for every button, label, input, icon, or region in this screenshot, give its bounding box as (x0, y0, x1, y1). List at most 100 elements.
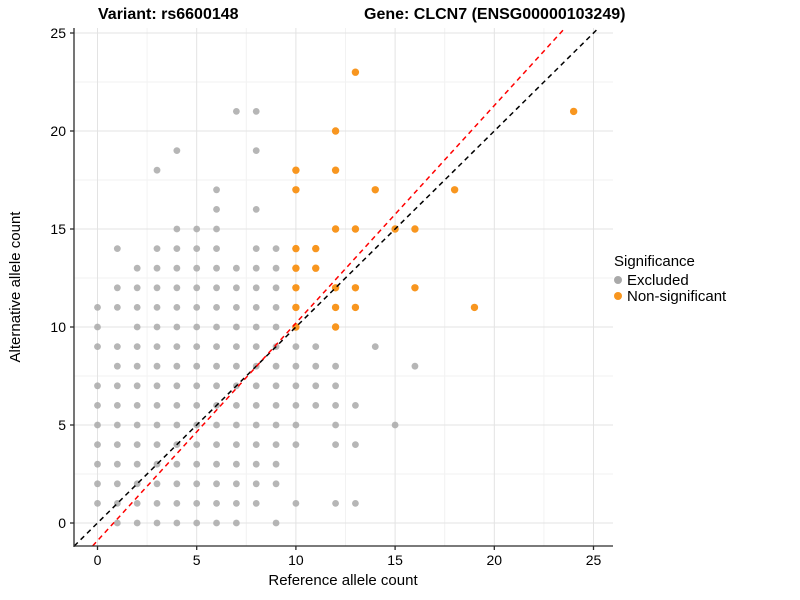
data-point-excluded (272, 323, 280, 331)
data-point-excluded (332, 441, 339, 448)
data-point-excluded (232, 304, 240, 311)
data-point-excluded (252, 402, 260, 409)
data-point-excluded (213, 206, 220, 213)
data-point-excluded (94, 421, 101, 429)
data-point-excluded (153, 264, 161, 272)
data-point-excluded (133, 519, 141, 527)
data-point-excluded (232, 362, 240, 370)
data-point-excluded (153, 362, 161, 370)
data-point-excluded (213, 186, 220, 194)
legend-item-label: Non-significant (627, 287, 727, 305)
data-point-excluded (113, 460, 121, 468)
data-point-excluded (272, 382, 280, 390)
data-point-excluded (173, 284, 181, 292)
data-point-excluded (272, 480, 280, 488)
data-point-non-significant (470, 303, 479, 312)
data-point-excluded (213, 225, 220, 233)
x-tick-label: 10 (288, 552, 304, 568)
data-point-excluded (193, 519, 201, 527)
data-point-non-significant (292, 284, 300, 292)
data-point-excluded (272, 245, 280, 253)
data-point-excluded (292, 402, 300, 409)
data-point-non-significant (569, 107, 578, 116)
data-point-non-significant (312, 264, 320, 272)
data-point-excluded (252, 323, 260, 331)
data-point-excluded (252, 108, 260, 115)
data-point-excluded (153, 304, 161, 311)
data-point-excluded (272, 264, 280, 272)
y-tick-label: 20 (50, 123, 66, 139)
data-point-non-significant (450, 186, 459, 194)
data-point-excluded (153, 284, 161, 292)
y-axis-title: Alternative allele count (7, 211, 24, 363)
data-point-excluded (193, 402, 201, 409)
data-point-excluded (113, 284, 121, 292)
data-point-excluded (193, 343, 201, 350)
data-point-excluded (113, 382, 121, 390)
data-point-excluded (252, 460, 260, 468)
data-point-excluded (153, 323, 161, 331)
data-point-excluded (94, 441, 101, 448)
data-point-excluded (133, 284, 141, 292)
data-point-excluded (352, 500, 359, 507)
x-tick-label: 15 (387, 552, 403, 568)
data-point-excluded (113, 402, 121, 409)
data-point-excluded (312, 362, 320, 370)
data-point-non-significant (292, 264, 300, 272)
data-point-excluded (193, 500, 201, 507)
data-point-excluded (193, 441, 201, 448)
data-point-excluded (113, 441, 121, 448)
excluded-dot-icon (614, 276, 622, 284)
data-point-excluded (272, 304, 280, 311)
data-point-excluded (213, 264, 220, 272)
data-point-excluded (173, 245, 181, 253)
y-tick-label: 25 (50, 25, 66, 41)
data-point-excluded (213, 500, 220, 507)
data-point-excluded (173, 402, 181, 409)
data-point-non-significant (312, 244, 320, 253)
data-point-excluded (153, 421, 161, 429)
data-point-excluded (272, 460, 280, 468)
identity-line (73, 27, 600, 547)
data-point-non-significant (411, 284, 419, 292)
data-point-excluded (252, 500, 260, 507)
legend-title: Significance (614, 253, 695, 270)
data-point-excluded (193, 480, 201, 488)
data-point-excluded (153, 343, 161, 350)
data-point-non-significant (292, 244, 300, 253)
data-point-excluded (371, 343, 379, 350)
legend: Significance Excluded Non-significant (614, 253, 727, 305)
data-point-excluded (252, 264, 260, 272)
data-point-excluded (252, 382, 260, 390)
legend-item-excluded: Excluded (614, 272, 726, 289)
data-point-excluded (153, 382, 161, 390)
data-point-excluded (232, 264, 240, 272)
data-point-excluded (193, 460, 201, 468)
data-point-excluded (173, 500, 181, 507)
y-tick-label: 15 (50, 221, 66, 237)
data-point-excluded (292, 362, 300, 370)
data-point-excluded (272, 519, 280, 527)
data-point-non-significant (292, 186, 300, 194)
data-point-excluded (193, 323, 201, 331)
data-point-excluded (173, 421, 181, 429)
data-point-excluded (272, 402, 280, 409)
data-point-excluded (213, 382, 220, 390)
data-point-excluded (232, 402, 240, 409)
data-point-excluded (292, 382, 300, 390)
data-point-excluded (133, 500, 141, 507)
data-point-excluded (193, 382, 201, 390)
data-point-excluded (232, 460, 240, 468)
data-point-excluded (232, 108, 240, 115)
data-point-excluded (173, 343, 181, 350)
data-point-excluded (252, 245, 260, 253)
data-point-non-significant (351, 284, 360, 292)
data-point-excluded (213, 421, 220, 429)
data-point-non-significant (331, 127, 340, 135)
data-point-excluded (252, 343, 260, 350)
data-point-excluded (94, 323, 101, 331)
data-point-excluded (312, 382, 320, 390)
data-point-excluded (272, 362, 280, 370)
data-point-excluded (173, 460, 181, 468)
